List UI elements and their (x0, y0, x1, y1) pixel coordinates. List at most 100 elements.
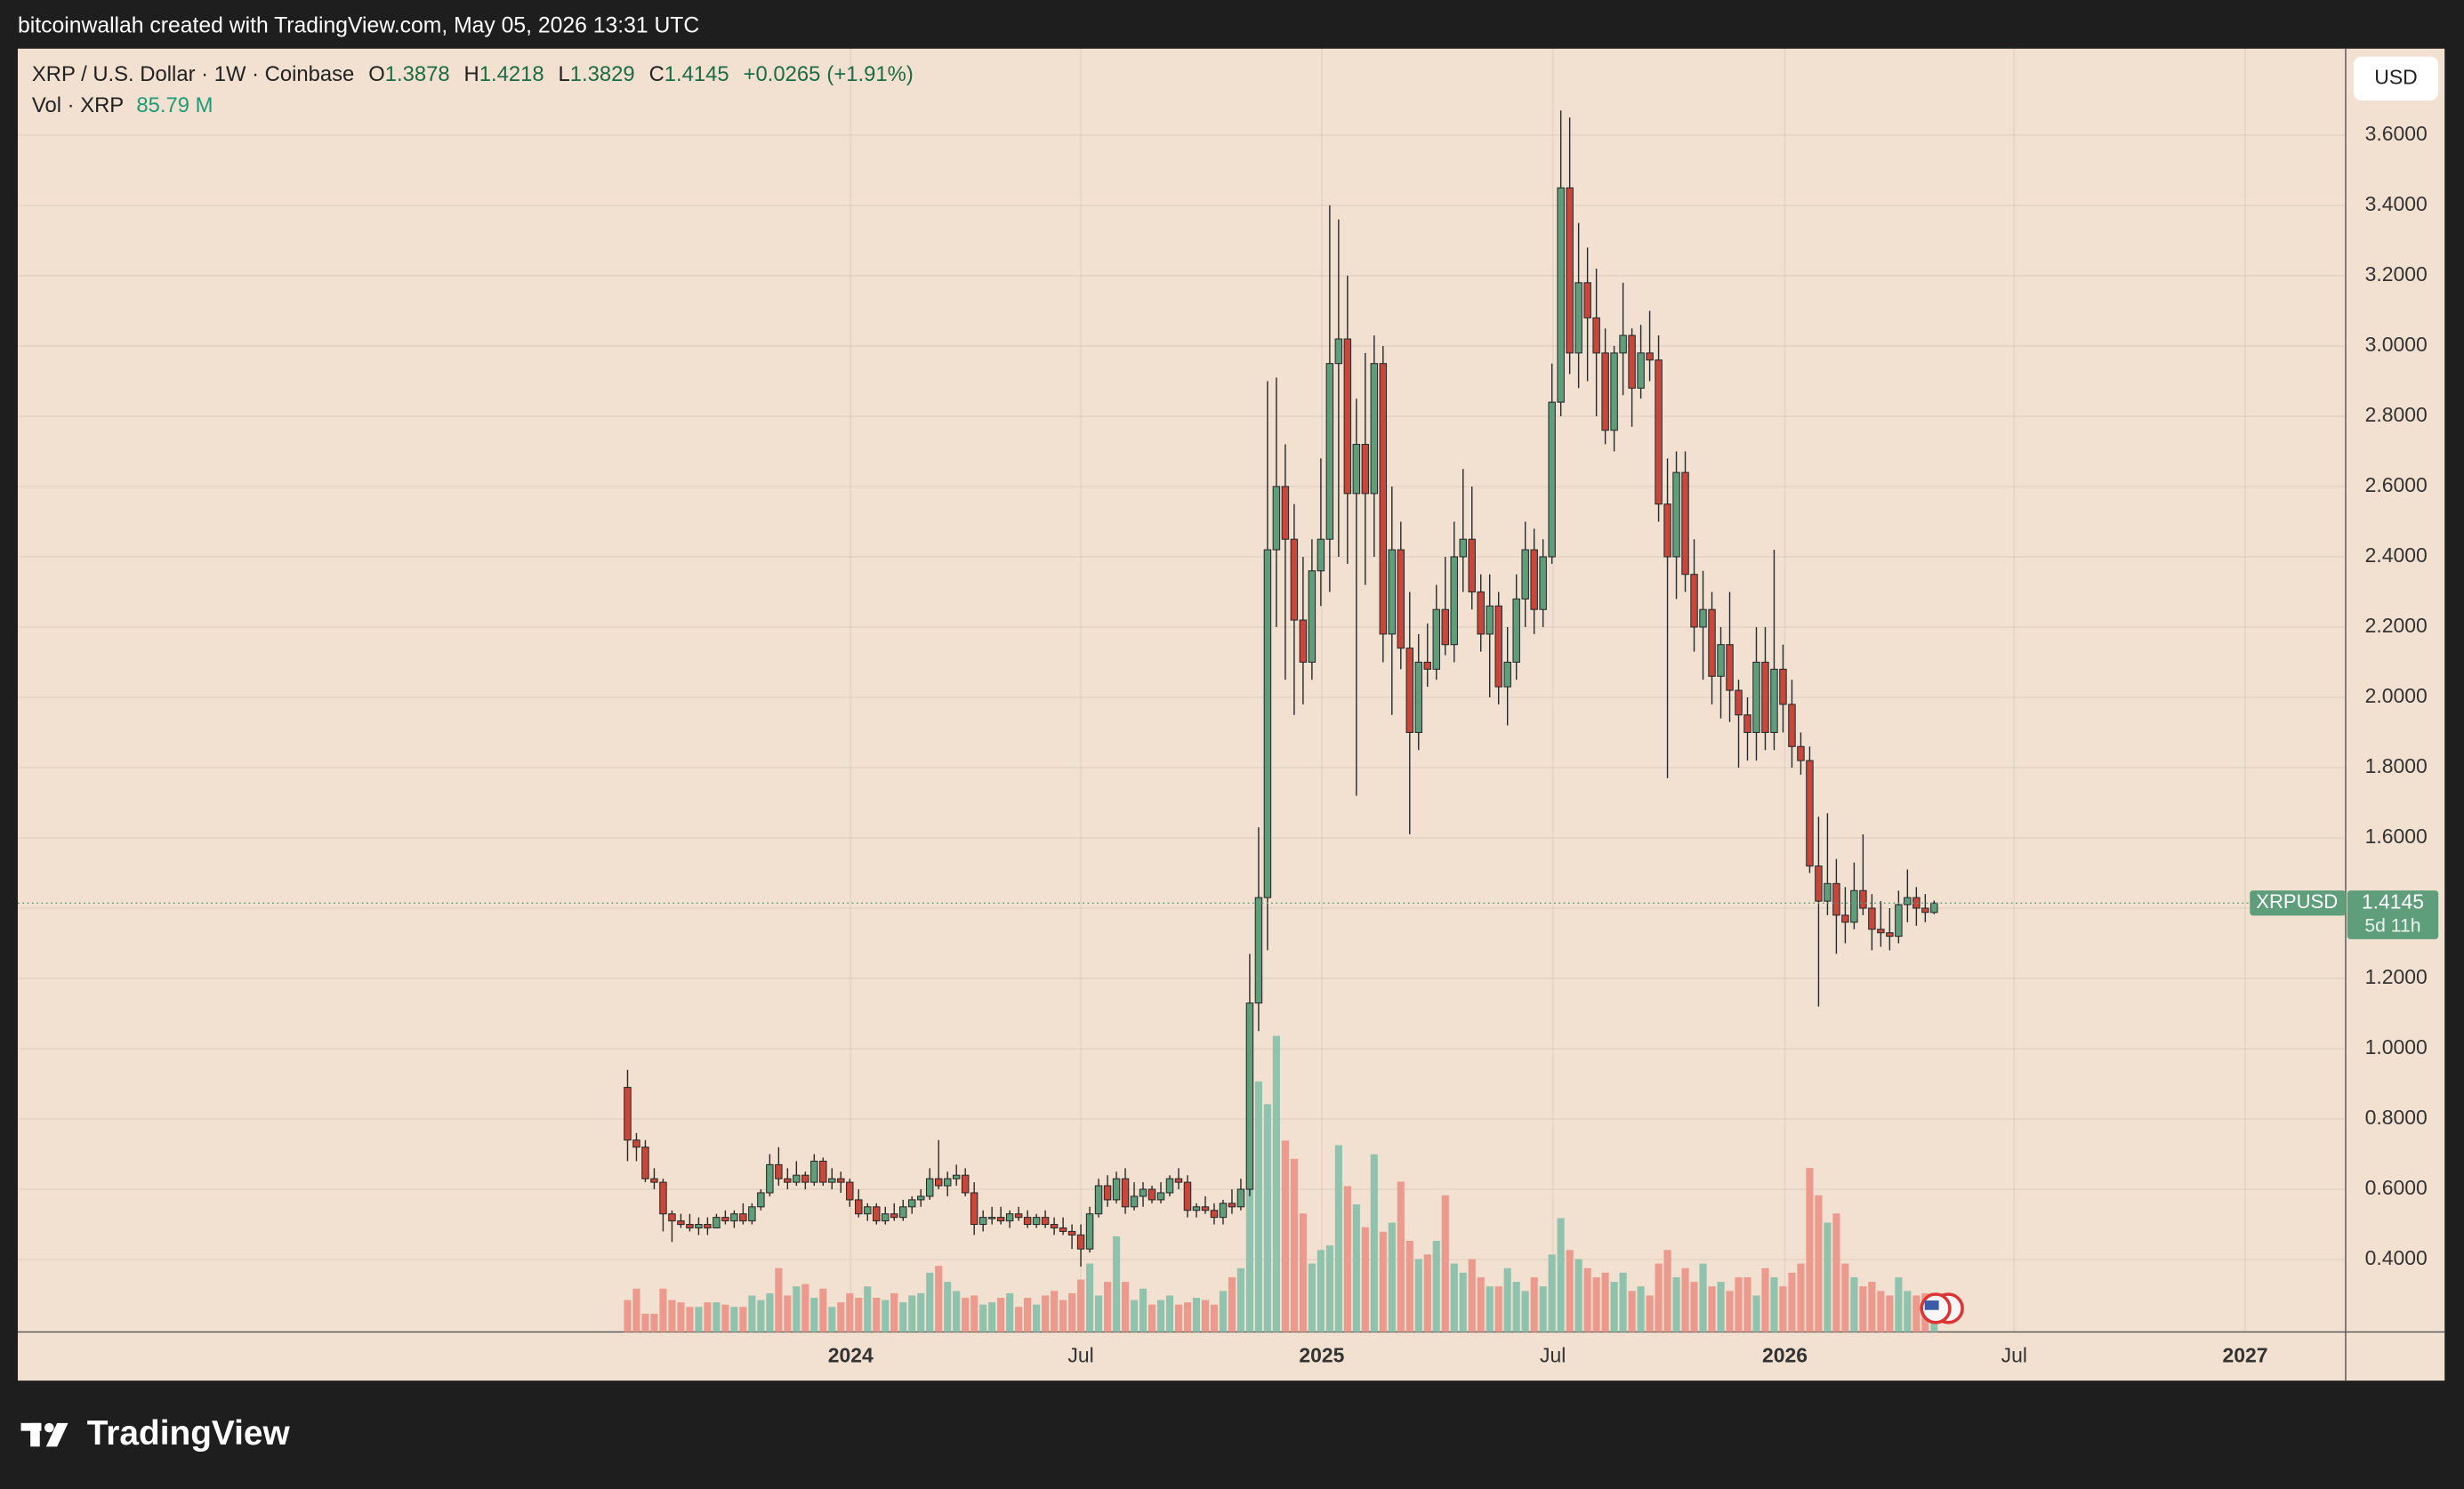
candle (739, 1203, 747, 1225)
candle-body (1708, 608, 1716, 677)
x-tick-label: Jul (1540, 1344, 1566, 1367)
candle-body (846, 1181, 854, 1201)
volume-bar (1130, 1300, 1139, 1332)
candle-body (1183, 1181, 1192, 1211)
candle (1868, 894, 1876, 951)
volume-bar (1539, 1286, 1547, 1332)
volume-bar (1832, 1213, 1840, 1332)
volume-bar (1397, 1181, 1405, 1332)
candle-body (1147, 1188, 1156, 1201)
candle-body (837, 1178, 845, 1183)
volume-bar (1779, 1286, 1787, 1332)
volume-bar (1077, 1279, 1085, 1332)
volume-bar (1414, 1259, 1422, 1332)
candle (970, 1182, 978, 1235)
candle-body (1201, 1206, 1210, 1211)
candle-body (1165, 1178, 1174, 1194)
candle-body (1245, 1002, 1254, 1190)
volume-bar (1379, 1231, 1387, 1332)
candle (1459, 469, 1467, 592)
candle (899, 1199, 907, 1221)
volume-bar (1672, 1276, 1680, 1332)
y-tick-label: 1.6000 (2365, 825, 2428, 848)
volume-bar (1761, 1268, 1769, 1332)
volume-bar (1281, 1140, 1289, 1332)
volume-bar (1165, 1295, 1174, 1332)
volume-bar (988, 1302, 996, 1332)
candle-body (1690, 574, 1698, 628)
candle-body (1921, 907, 1929, 914)
candle (1761, 626, 1769, 751)
volume-bar (1299, 1213, 1307, 1332)
candle (1165, 1175, 1174, 1196)
candle (1477, 574, 1485, 652)
candle-body (1877, 929, 1885, 934)
candle-body (766, 1163, 774, 1194)
candle (650, 1168, 658, 1190)
candle (1637, 325, 1645, 399)
event-flags[interactable] (1920, 1292, 1964, 1324)
volume-bar (1655, 1263, 1663, 1332)
ohlc-label: L (559, 62, 570, 86)
candle (1583, 247, 1591, 382)
candle-body (934, 1178, 943, 1187)
volume-bar (1103, 1282, 1112, 1332)
currency-label[interactable]: USD (2374, 65, 2417, 88)
candle-body (1752, 661, 1760, 734)
candle (1850, 862, 1858, 930)
candle (1103, 1175, 1112, 1207)
candle-body (677, 1220, 685, 1226)
volume-bar (748, 1295, 756, 1332)
candle-body (1904, 897, 1912, 905)
candle-body (1041, 1217, 1050, 1226)
volume-bar (1850, 1276, 1858, 1332)
currency-button[interactable]: USD (2353, 56, 2439, 101)
candle-body (668, 1213, 676, 1222)
candle-body (1263, 549, 1272, 898)
candle-body (1681, 471, 1689, 575)
candle (934, 1139, 943, 1190)
candle-body (1299, 619, 1308, 664)
volume-bar (686, 1307, 694, 1332)
candle-body (1112, 1178, 1121, 1201)
candle (1824, 813, 1832, 915)
candle (1717, 626, 1725, 719)
candle-body (1254, 897, 1263, 1004)
volume-bar (1743, 1276, 1751, 1332)
y-tick-label: 1.8000 (2365, 754, 2428, 777)
candle (1921, 894, 1929, 922)
volume-bar (1708, 1286, 1716, 1332)
currency-button-bg[interactable] (2353, 56, 2439, 101)
candle (730, 1210, 738, 1228)
candle-body (1886, 932, 1894, 938)
candle-body (1797, 745, 1805, 761)
candle (1236, 1179, 1245, 1211)
candle (1877, 901, 1885, 947)
candle-body (1530, 549, 1538, 610)
ohlc-value: 1.3829 (570, 62, 635, 86)
y-tick-label: 2.0000 (2365, 684, 2428, 707)
volume-bar (1574, 1259, 1582, 1332)
candle-body (996, 1217, 1005, 1222)
candle (1192, 1203, 1201, 1218)
candle (1930, 900, 1938, 914)
volume-bar (1432, 1241, 1440, 1332)
candle-body (1432, 608, 1441, 670)
candle (1663, 458, 1671, 778)
candle-body (978, 1217, 987, 1226)
volume-bar (1717, 1282, 1725, 1332)
candle-body (1619, 334, 1627, 354)
volume-bar (704, 1302, 712, 1332)
candle (1770, 550, 1778, 751)
candle (1325, 205, 1334, 592)
candle-body (890, 1213, 898, 1219)
candle (828, 1168, 836, 1190)
x-tick-label: 2025 (1299, 1344, 1344, 1367)
candle (1859, 834, 1867, 915)
candle (1735, 680, 1743, 768)
candle (1254, 827, 1263, 1032)
candle (1832, 858, 1840, 954)
candle (1904, 869, 1912, 922)
candle-body (1610, 352, 1618, 431)
volume-bar (757, 1300, 765, 1332)
